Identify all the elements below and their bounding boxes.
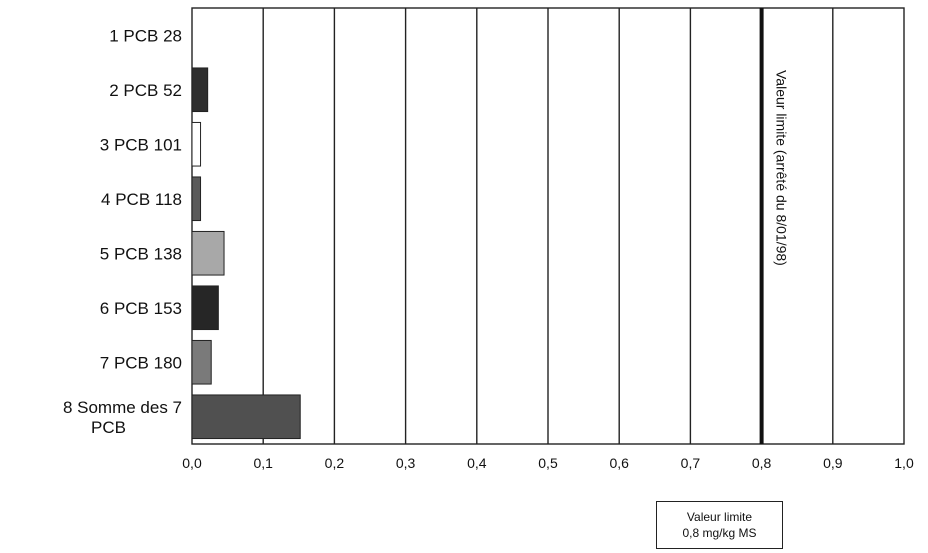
x-tick-label: 0,8 xyxy=(752,455,772,471)
category-labels: 1 PCB 28 2 PCB 52 3 PCB 101 4 PCB 118 5 PCB … xyxy=(63,26,182,437)
bar xyxy=(191,285,219,331)
bar xyxy=(191,339,212,385)
x-axis-ticks: 0,0 0,1 0,2 0,3 0,4 0,5 0,6 0,7 0,8 0,9 1,0 xyxy=(182,455,914,471)
x-tick-label: 0,2 xyxy=(325,455,345,471)
category-label: 6 PCB 153 xyxy=(100,299,182,318)
bar xyxy=(191,394,301,440)
bar xyxy=(191,121,202,167)
limit-box-title: Valeur limite xyxy=(686,510,753,524)
category-label: 2 PCB 52 xyxy=(109,81,182,100)
bars xyxy=(191,67,301,440)
category-label: 4 PCB 118 xyxy=(101,190,182,209)
bar xyxy=(191,176,202,222)
bar xyxy=(191,230,225,276)
limit-line-label: Valeur limite (arrêté du 8/01/98) xyxy=(774,70,790,266)
grid-lines xyxy=(262,8,834,444)
category-label: 3 PCB 101 xyxy=(100,135,182,154)
x-tick-label: 0,6 xyxy=(609,455,629,471)
x-tick-label: 0,1 xyxy=(253,455,273,471)
category-label: 8 Somme des 7 PCB xyxy=(63,398,182,437)
category-label: 5 PCB 138 xyxy=(100,244,182,263)
x-tick-label: 0,7 xyxy=(681,455,701,471)
x-tick-label: 0,0 xyxy=(182,455,202,471)
bar xyxy=(191,67,209,113)
limit-box-value: 0,8 mg/kg MS xyxy=(682,526,757,540)
x-tick-label: 0,9 xyxy=(823,455,843,471)
category-label: 7 PCB 180 xyxy=(100,353,182,372)
limit-value-box: Valeur limite 0,8 mg/kg MS xyxy=(656,501,783,549)
x-tick-label: 1,0 xyxy=(894,455,914,471)
x-tick-label: 0,4 xyxy=(467,455,487,471)
x-tick-label: 0,5 xyxy=(538,455,558,471)
category-label: 1 PCB 28 xyxy=(109,26,182,45)
x-tick-label: 0,3 xyxy=(396,455,416,471)
